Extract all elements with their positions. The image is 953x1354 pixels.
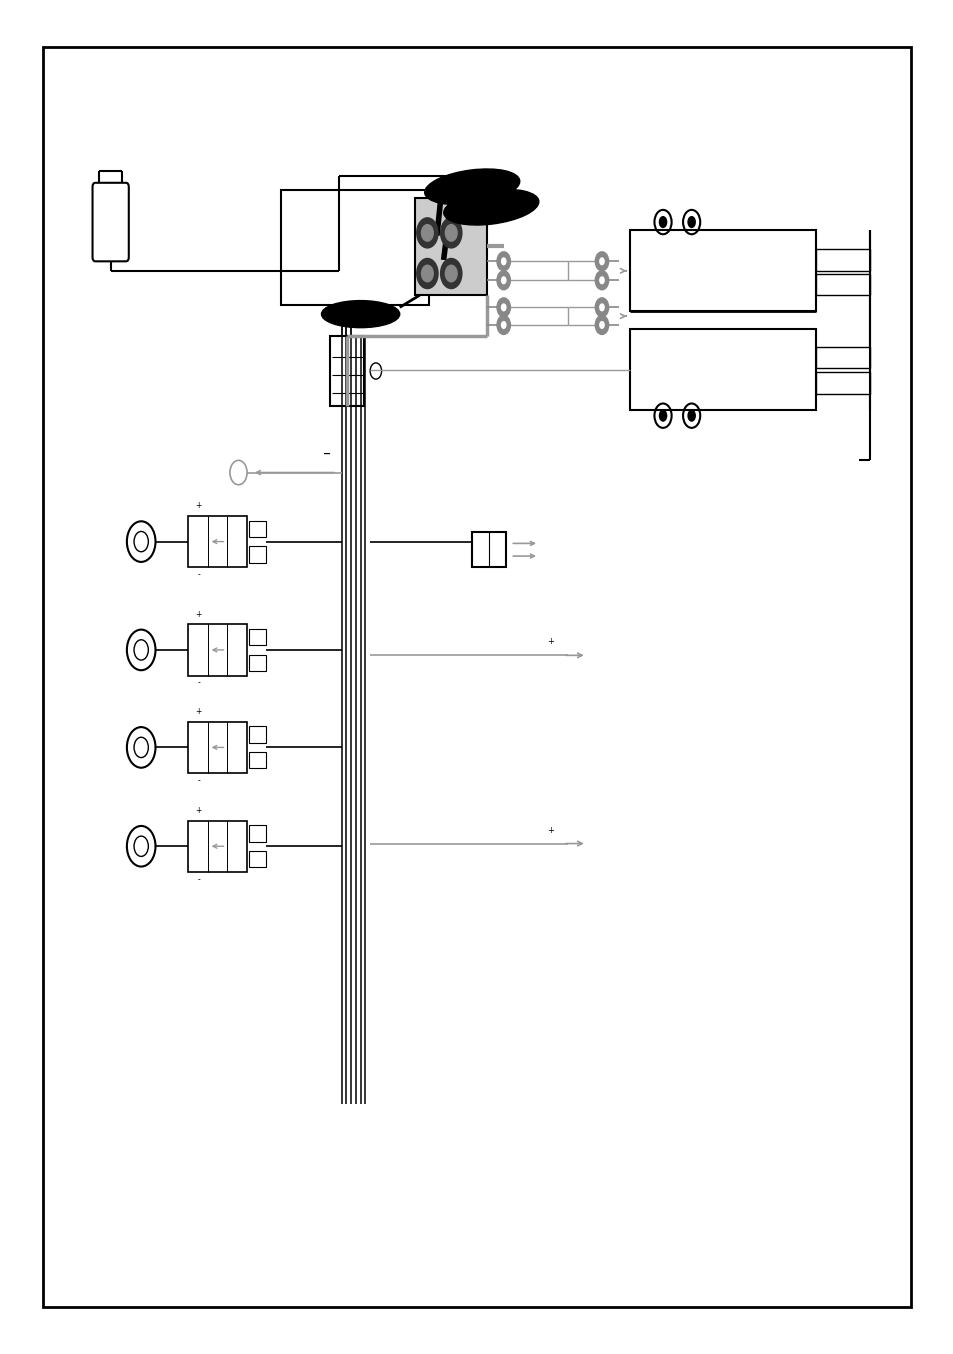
Ellipse shape bbox=[321, 301, 399, 328]
Bar bbox=[472, 532, 505, 567]
Bar bbox=[815, 274, 869, 295]
FancyBboxPatch shape bbox=[92, 183, 129, 261]
Circle shape bbox=[445, 265, 456, 282]
Circle shape bbox=[497, 298, 510, 317]
Circle shape bbox=[497, 271, 510, 290]
Circle shape bbox=[421, 265, 433, 282]
Text: -: - bbox=[197, 875, 200, 884]
Circle shape bbox=[497, 252, 510, 271]
Circle shape bbox=[598, 276, 604, 284]
Circle shape bbox=[445, 225, 456, 241]
Text: −: − bbox=[323, 448, 331, 459]
Bar bbox=[249, 520, 266, 536]
Text: +: + bbox=[546, 826, 554, 834]
Bar bbox=[629, 329, 815, 410]
Text: +: + bbox=[195, 806, 202, 815]
Circle shape bbox=[598, 321, 604, 329]
Circle shape bbox=[595, 315, 608, 334]
Text: +: + bbox=[195, 501, 202, 510]
Circle shape bbox=[598, 257, 604, 265]
Ellipse shape bbox=[443, 190, 538, 225]
Circle shape bbox=[658, 410, 666, 422]
Circle shape bbox=[595, 298, 608, 317]
Text: -: - bbox=[197, 678, 200, 688]
Circle shape bbox=[500, 257, 506, 265]
Bar bbox=[815, 347, 869, 368]
Bar bbox=[249, 628, 266, 645]
Circle shape bbox=[500, 321, 506, 329]
Circle shape bbox=[497, 315, 510, 334]
Ellipse shape bbox=[424, 169, 519, 204]
Circle shape bbox=[500, 303, 506, 311]
Bar bbox=[249, 751, 266, 768]
Circle shape bbox=[440, 218, 461, 248]
Bar bbox=[249, 852, 266, 868]
Circle shape bbox=[440, 259, 461, 288]
Bar bbox=[249, 546, 266, 563]
Bar bbox=[249, 825, 266, 841]
Circle shape bbox=[598, 303, 604, 311]
Bar bbox=[815, 372, 869, 394]
Circle shape bbox=[416, 259, 437, 288]
Text: +: + bbox=[195, 707, 202, 716]
Circle shape bbox=[421, 225, 433, 241]
Bar bbox=[188, 516, 247, 567]
Text: +: + bbox=[195, 609, 202, 619]
Bar bbox=[415, 198, 486, 295]
Bar bbox=[249, 654, 266, 670]
Text: -: - bbox=[197, 776, 200, 785]
Bar bbox=[815, 249, 869, 271]
Bar bbox=[629, 230, 815, 311]
Circle shape bbox=[416, 218, 437, 248]
Bar bbox=[281, 190, 429, 305]
Circle shape bbox=[500, 276, 506, 284]
Circle shape bbox=[658, 215, 666, 227]
Bar bbox=[330, 336, 364, 406]
Text: +: + bbox=[546, 638, 554, 646]
Circle shape bbox=[595, 252, 608, 271]
Bar bbox=[188, 722, 247, 773]
Circle shape bbox=[686, 215, 695, 227]
Bar bbox=[188, 821, 247, 872]
Circle shape bbox=[686, 410, 695, 422]
Text: -: - bbox=[197, 570, 200, 580]
Bar bbox=[249, 726, 266, 742]
Circle shape bbox=[595, 271, 608, 290]
Bar bbox=[188, 624, 247, 676]
